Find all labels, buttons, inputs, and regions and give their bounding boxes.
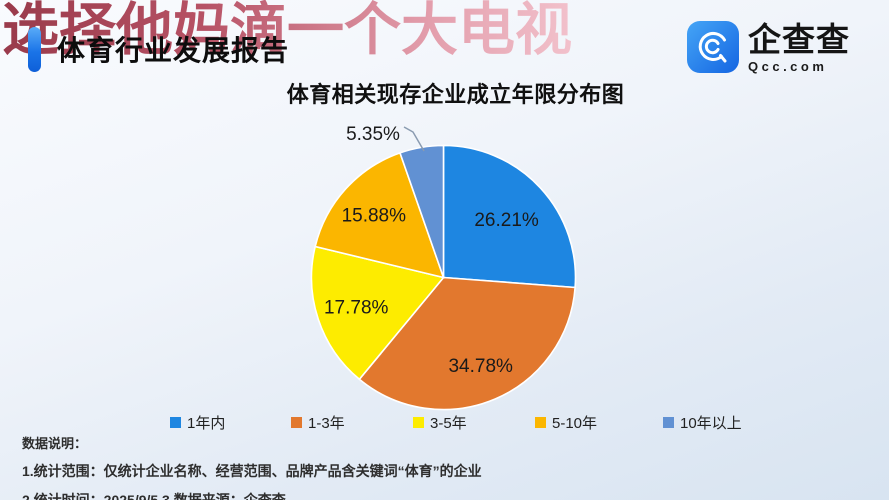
qcc-logo: 企查查 Qcc.com xyxy=(687,21,850,74)
chart-legend: 1年内 1-3年 3-5年 5-10年 10年以上 xyxy=(0,412,889,434)
legend-item-4: 5-10年 xyxy=(535,412,597,433)
legend-label: 10年以上 xyxy=(680,415,742,432)
label-leader-line xyxy=(403,126,425,152)
legend-swatch-icon xyxy=(170,417,181,428)
legend-swatch-icon xyxy=(291,417,302,428)
title-accent-bar xyxy=(28,27,41,72)
legend-swatch-icon xyxy=(413,417,424,428)
legend-label: 1-3年 xyxy=(308,415,345,432)
notes-heading: 数据说明： xyxy=(22,436,88,451)
slice-label-5: 5.35% xyxy=(346,124,400,145)
watermark-text: 选择他妈滴一个大电视 xyxy=(2,0,572,66)
pie-slice-4 xyxy=(314,151,445,279)
qcc-logo-text: 企查查 Qcc.com xyxy=(748,21,850,74)
logo-name: 企查查 xyxy=(748,21,850,58)
legend-item-1: 1年内 xyxy=(170,412,225,433)
slice-label-1: 26.21% xyxy=(474,210,539,231)
slice-label-2: 34.78% xyxy=(448,356,513,377)
qcc-logo-icon xyxy=(687,21,739,73)
note-line-1: 1.统计范围：仅统计企业名称、经营范围、品牌产品含关键词“体育”的企业 xyxy=(22,463,482,479)
legend-swatch-icon xyxy=(663,417,674,428)
legend-label: 1年内 xyxy=(187,415,226,432)
note-line-2: 2.统计时间：2025/9/5 3.数据来源：企查查 xyxy=(22,492,286,500)
pie-slice-1 xyxy=(442,144,577,289)
legend-label: 5-10年 xyxy=(552,415,598,432)
logo-domain: Qcc.com xyxy=(748,59,828,74)
legend-item-2: 1-3年 xyxy=(291,412,345,433)
data-notes: 数据说明： 1.统计范围：仅统计企业名称、经营范围、品牌产品含关键词“体育”的企… xyxy=(22,433,482,500)
slice-label-3: 17.78% xyxy=(324,298,389,319)
chart-title: 体育相关现存企业成立年限分布图 xyxy=(286,82,625,107)
page-title: 体育行业发展报告 xyxy=(57,35,290,66)
slice-label-4: 15.88% xyxy=(342,205,407,226)
legend-item-3: 3-5年 xyxy=(413,412,467,433)
legend-label: 3-5年 xyxy=(430,415,467,432)
legend-swatch-icon xyxy=(535,417,546,428)
pie-slice-3 xyxy=(310,245,445,381)
pie-slice-2 xyxy=(358,276,576,411)
legend-item-5: 10年以上 xyxy=(663,412,742,433)
